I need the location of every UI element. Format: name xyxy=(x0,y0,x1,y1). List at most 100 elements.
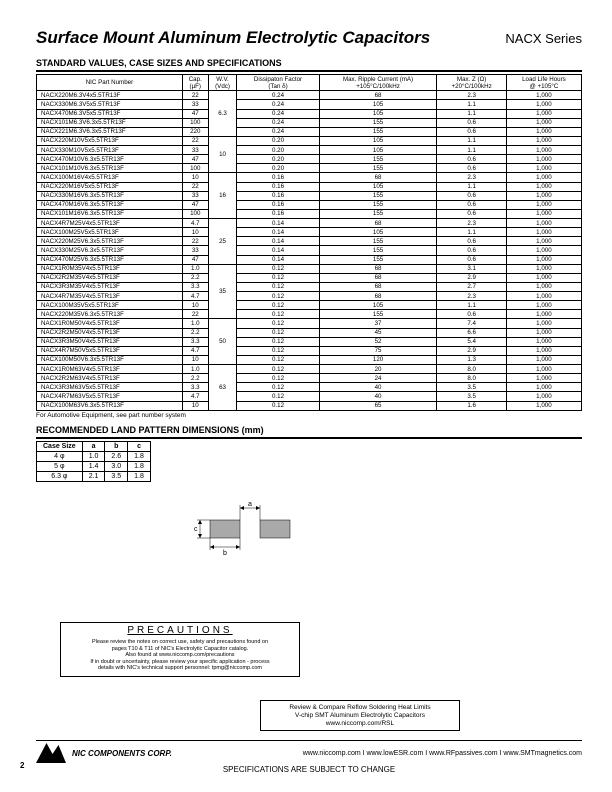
table-header: W.V.(Vdc) xyxy=(208,75,237,91)
section1-title: STANDARD VALUES, CASE SIZES AND SPECIFIC… xyxy=(36,58,582,68)
section2-title: RECOMMENDED LAND PATTERN DIMENSIONS (mm) xyxy=(36,425,582,435)
part-number: NACX4R7M63V5x5.5TR13F xyxy=(37,392,183,401)
part-number: NACX101M10V6.3x5.5TR13F xyxy=(37,164,183,173)
part-number: NACX221M6.3V6.3x5.5TR13F xyxy=(37,127,183,136)
table-row: 5 φ1.43.01.8 xyxy=(37,461,151,471)
table-row: 6.3 φ2.13.51.8 xyxy=(37,471,151,481)
table-row: NACX3R3M63V5x5.5TR13F3.30.12403.51,000 xyxy=(37,383,582,392)
part-number: NACX2R2M35V4x5.5TR13F xyxy=(37,273,183,282)
part-number: NACX470M10V6.3x5.5TR13F xyxy=(37,155,183,164)
table-row: NACX330M16V6.3x5.5TR13F330.161550.61,000 xyxy=(37,191,582,200)
table-row: NACX101M16V6.3x5.5TR13F1000.161550.61,00… xyxy=(37,209,582,218)
part-number: NACX100M63V6.3x5.5TR13F xyxy=(37,401,183,410)
table-row: NACX101M6.3V6.3x5.5TR13F1000.241550.61,0… xyxy=(37,118,582,127)
table-row: NACX221M6.3V6.3x5.5TR13F2200.241550.61,0… xyxy=(37,127,582,136)
footnote: For Automotive Equipment, see part numbe… xyxy=(36,412,582,419)
page-title: Surface Mount Aluminum Electrolytic Capa… xyxy=(36,28,430,48)
part-number: NACX101M16V6.3x5.5TR13F xyxy=(37,209,183,218)
table-row: NACX100M35V5x5.5TR13F100.121051.11,000 xyxy=(37,301,582,310)
part-number: NACX220M16V5x5.5TR13F xyxy=(37,182,183,191)
part-number: NACX100M25V5x5.5TR13F xyxy=(37,228,183,237)
spec-change-notice: SPECIFICATIONS ARE SUBJECT TO CHANGE xyxy=(36,765,582,774)
table-row: NACX330M10V5x5.5TR13F330.201051.11,000 xyxy=(37,146,582,155)
table-row: NACX330M25V6.3x5.5TR13F330.141550.61,000 xyxy=(37,246,582,255)
part-number: NACX2R2M50V4x5.5TR13F xyxy=(37,328,183,337)
part-number: NACX4R7M25V4x5.5TR13F xyxy=(37,219,183,228)
table-row: NACX101M10V6.3x5.5TR13F1000.201550.61,00… xyxy=(37,164,582,173)
table-row: NACX220M25V6.3x5.5TR13F220.141550.61,000 xyxy=(37,237,582,246)
part-number: NACX3R3M50V4x5.5TR13F xyxy=(37,337,183,346)
table-row: NACX4R7M35V4x5.5TR13F4.70.12682.31,000 xyxy=(37,292,582,301)
divider xyxy=(36,437,582,439)
table-header: Max. Z (Ω)+20°C/100kHz xyxy=(437,75,506,91)
svg-text:b: b xyxy=(223,550,227,557)
nic-logo-icon xyxy=(36,743,66,763)
part-number: NACX1R0M63V4x5.5TR13F xyxy=(37,365,183,374)
precautions-title: PRECAUTIONS xyxy=(67,625,293,637)
svg-text:a: a xyxy=(248,502,252,508)
table-row: NACX470M6.3V5x5.5TR13F470.241051.11,000 xyxy=(37,109,582,118)
divider xyxy=(36,70,582,72)
footer-urls: www.niccomp.com I www.lowESR.com I www.R… xyxy=(178,750,582,757)
table-row: NACX2R2M63V4x5.5TR13F2.20.12248.01,000 xyxy=(37,374,582,383)
table-row: NACX4R7M50V5x5.5TR13F4.70.12752.91,000 xyxy=(37,346,582,355)
part-number: NACX4R7M35V4x5.5TR13F xyxy=(37,292,183,301)
table-header: Cap.(µF) xyxy=(182,75,208,91)
part-number: NACX330M25V6.3x5.5TR13F xyxy=(37,246,183,255)
table-row: NACX2R2M35V4x5.5TR13F2.20.12682.91,000 xyxy=(37,273,582,282)
part-number: NACX1R0M50V4x5.5TR13F xyxy=(37,319,183,328)
table-row: NACX4R7M25V4x5.5TR13F4.7250.14682.31,000 xyxy=(37,219,582,228)
footer: NIC COMPONENTS CORP. www.niccomp.com I w… xyxy=(36,740,582,774)
part-number: NACX101M6.3V6.3x5.5TR13F xyxy=(37,118,183,127)
part-number: NACX220M6.3V4x5.5TR13F xyxy=(37,91,183,100)
series-label: NACX Series xyxy=(505,31,582,46)
table-header: Max. Ripple Current (mA)+105°C/100kHz xyxy=(319,75,437,91)
table-row: NACX100M63V6.3x5.5TR13F100.12651.61,000 xyxy=(37,401,582,410)
part-number: NACX330M16V6.3x5.5TR13F xyxy=(37,191,183,200)
part-number: NACX100M35V5x5.5TR13F xyxy=(37,301,183,310)
table-row: NACX1R0M50V4x5.5TR13F1.0500.12377.41,000 xyxy=(37,319,582,328)
table-row: NACX100M50V6.3x5.5TR13F100.121201.31,000 xyxy=(37,355,582,364)
precautions-box: PRECAUTIONS Please review the notes on c… xyxy=(60,622,300,677)
svg-text:c: c xyxy=(194,526,198,533)
table-row: NACX3R3M35V4x5.5TR13F3.30.12682.71,000 xyxy=(37,282,582,291)
table-row: NACX220M16V5x5.5TR13F220.161051.11,000 xyxy=(37,182,582,191)
part-number: NACX3R3M35V4x5.5TR13F xyxy=(37,282,183,291)
review-box: Review & Compare Reflow Soldering Heat L… xyxy=(260,700,460,731)
part-number: NACX2R2M63V4x5.5TR13F xyxy=(37,374,183,383)
table-row: NACX4R7M63V5x5.5TR13F4.70.12403.51,000 xyxy=(37,392,582,401)
part-number: NACX220M35V6.3x5.5TR13F xyxy=(37,310,183,319)
table-row: NACX470M25V6.3x5.5TR13F470.141550.61,000 xyxy=(37,255,582,264)
part-number: NACX330M6.3V5x5.5TR13F xyxy=(37,100,183,109)
table-row: NACX220M10V5x5.5TR13F22100.201051.11,000 xyxy=(37,136,582,145)
table-row: NACX1R0M63V4x5.5TR13F1.0630.12208.01,000 xyxy=(37,365,582,374)
table-row: NACX3R3M50V4x5.5TR13F3.30.12525.41,000 xyxy=(37,337,582,346)
table-row: NACX220M35V6.3x5.5TR13F220.121550.61,000 xyxy=(37,310,582,319)
table-row: NACX2R2M50V4x5.5TR13F2.20.12456.61,000 xyxy=(37,328,582,337)
part-number: NACX3R3M63V5x5.5TR13F xyxy=(37,383,183,392)
table-row: NACX470M10V6.3x5.5TR13F470.201550.61,000 xyxy=(37,155,582,164)
part-number: NACX100M16V4x5.5TR13F xyxy=(37,173,183,182)
table-row: NACX330M6.3V5x5.5TR13F330.241051.11,000 xyxy=(37,100,582,109)
part-number: NACX220M25V6.3x5.5TR13F xyxy=(37,237,183,246)
table-row: NACX100M16V4x5.5TR13F10160.16682.31,000 xyxy=(37,173,582,182)
part-number: NACX470M6.3V5x5.5TR13F xyxy=(37,109,183,118)
company-name: NIC COMPONENTS CORP. xyxy=(72,749,172,758)
table-row: NACX1R0M35V4x5.5TR13F1.0350.12683.11,000 xyxy=(37,264,582,273)
land-pattern-diagram: a c b xyxy=(190,502,330,557)
page-number: 2 xyxy=(20,761,24,770)
part-number: NACX330M10V5x5.5TR13F xyxy=(37,146,183,155)
table-header: Load Life Hours@ +105°C xyxy=(506,75,581,91)
part-number: NACX470M16V6.3x5.5TR13F xyxy=(37,200,183,209)
table-header: Dissipaton Factor(Tan δ) xyxy=(237,75,319,91)
part-number: NACX1R0M35V4x5.5TR13F xyxy=(37,264,183,273)
table-row: NACX220M6.3V4x5.5TR13F226.30.24682.31,00… xyxy=(37,91,582,100)
table-row: NACX100M25V5x5.5TR13F100.141051.11,000 xyxy=(37,228,582,237)
table-header: NIC Part Number xyxy=(37,75,183,91)
spec-table: NIC Part NumberCap.(µF)W.V.(Vdc)Dissipat… xyxy=(36,74,582,411)
table-row: NACX470M16V6.3x5.5TR13F470.161550.61,000 xyxy=(37,200,582,209)
table-row: 4 φ1.02.61.8 xyxy=(37,451,151,461)
part-number: NACX220M10V5x5.5TR13F xyxy=(37,136,183,145)
land-pattern-table: Case Sizeabc 4 φ1.02.61.85 φ1.43.01.86.3… xyxy=(36,441,151,482)
part-number: NACX100M50V6.3x5.5TR13F xyxy=(37,355,183,364)
